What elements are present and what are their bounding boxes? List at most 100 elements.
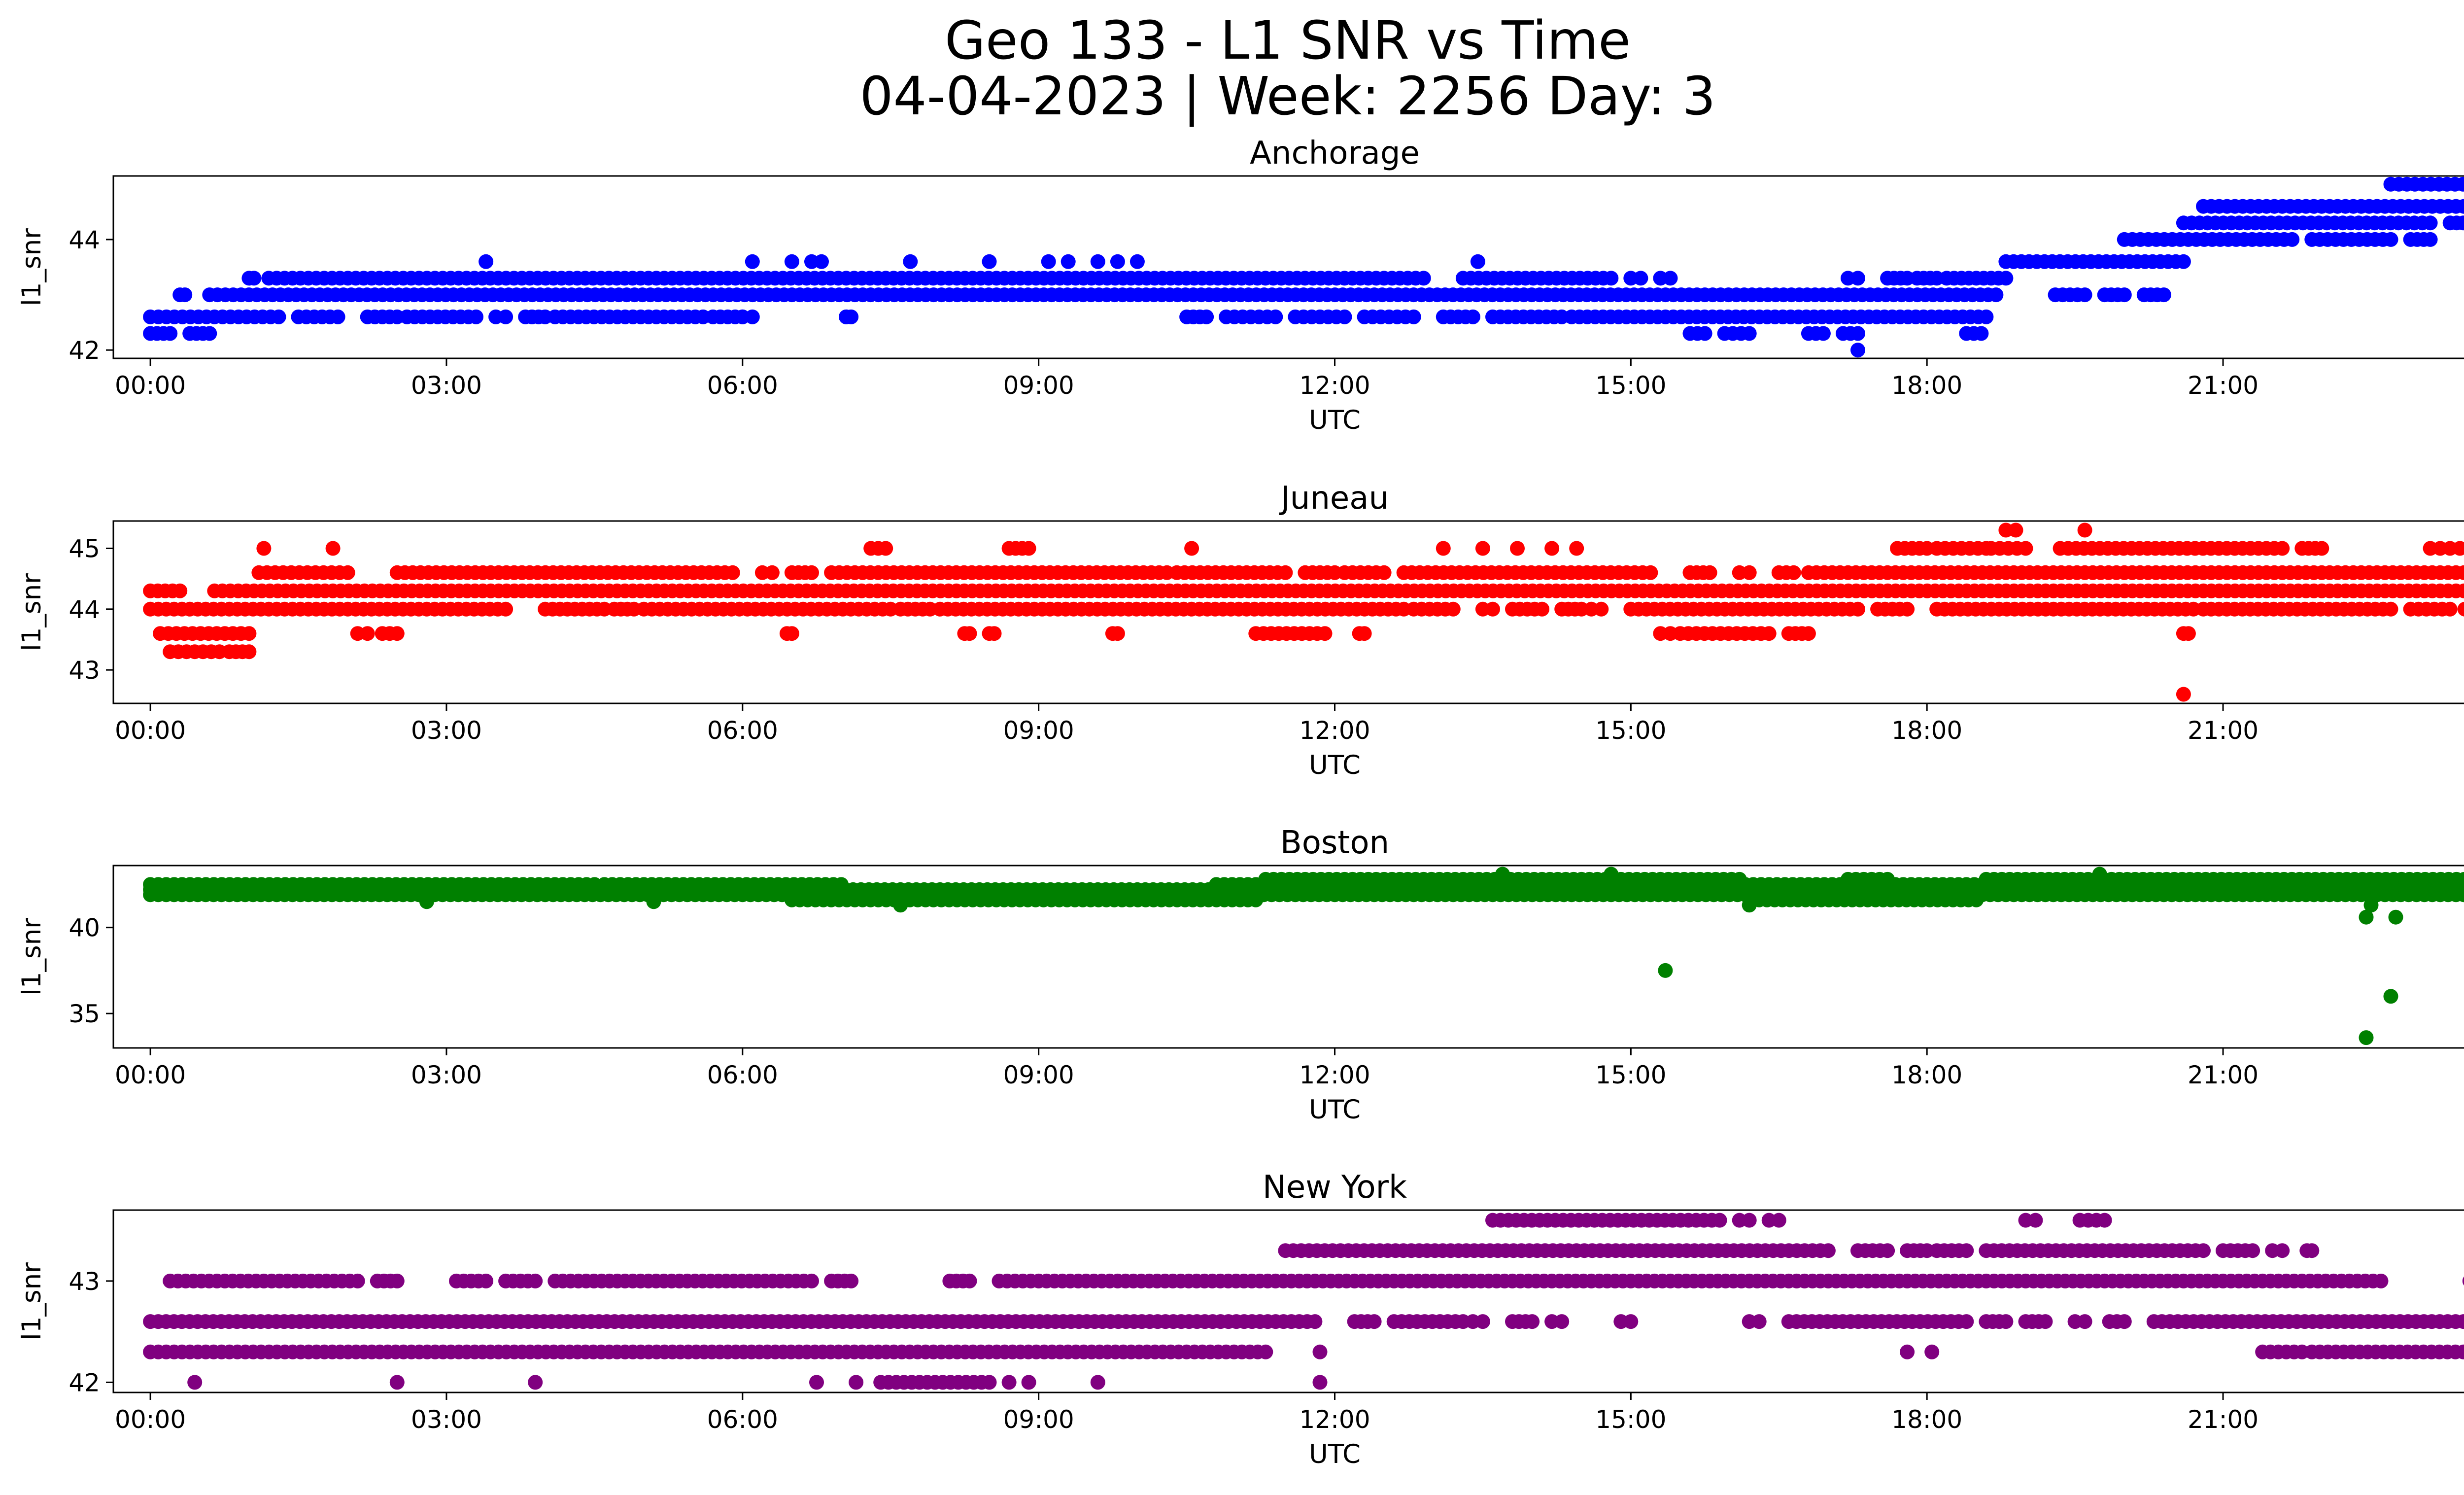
data-point (1742, 1213, 1757, 1228)
data-point (2462, 218, 2464, 228)
data-point (2363, 898, 2379, 913)
y-tick-label: 42 (68, 1368, 100, 1397)
data-point (1594, 601, 1609, 617)
subplot-title-boston: Boston (1280, 825, 1389, 861)
x-tick-label: 15:00 (1595, 371, 1666, 400)
data-point (389, 626, 405, 641)
data-point (1959, 1314, 1974, 1329)
data-point (2456, 215, 2464, 231)
data-point (1278, 565, 1293, 580)
data-point (1850, 601, 1865, 617)
data-point (1357, 626, 1372, 641)
data-point (1367, 1314, 1382, 1329)
data-point (2285, 232, 2300, 247)
data-point (350, 1273, 365, 1288)
data-point (330, 309, 345, 324)
data-point (1900, 1344, 1915, 1359)
data-point (2359, 909, 2374, 925)
data-point (1268, 309, 1283, 324)
data-point (2457, 601, 2464, 617)
data-point (2456, 199, 2464, 214)
x-axis-label-new-york: UTC (1309, 1439, 1361, 1469)
data-point (1544, 541, 1560, 556)
data-point (878, 541, 893, 556)
x-tick-label: 21:00 (2188, 371, 2259, 400)
data-point (1850, 343, 1865, 358)
data-point (360, 626, 375, 641)
data-point (1312, 1375, 1328, 1390)
data-point (1485, 601, 1500, 617)
data-point (2196, 1243, 2211, 1258)
data-point (1258, 1344, 1273, 1359)
data-point (2275, 541, 2290, 556)
data-point (1761, 626, 1777, 641)
data-point (1880, 871, 1895, 887)
data-point (1436, 541, 1451, 556)
data-point (479, 1273, 494, 1288)
data-point (725, 565, 740, 580)
data-point (2456, 1314, 2464, 1329)
data-point (849, 1375, 864, 1390)
x-tick-label: 09:00 (1003, 716, 1074, 745)
data-point (1445, 601, 1461, 617)
data-point (1959, 1243, 1974, 1258)
data-point (2462, 1276, 2464, 1286)
data-point (1312, 1344, 1328, 1359)
panel-juneau: Juneau 00:00 03:00 06:00 09:00 12:00 15:00 18:0… (17, 480, 2464, 780)
data-point (2423, 215, 2438, 231)
x-tick-label: 12:00 (1299, 371, 1370, 400)
series-juneau (143, 522, 2464, 702)
subplot-title-anchorage: Anchorage (1250, 135, 1420, 172)
x-tick-label: 06:00 (707, 1405, 778, 1434)
data-point (2359, 1030, 2374, 1045)
data-point (528, 1273, 543, 1288)
y-tick-label: 44 (68, 595, 100, 624)
x-tick-label: 06:00 (707, 371, 778, 400)
axes-frame-new-york (112, 1209, 2464, 1393)
data-point (1742, 565, 1757, 580)
data-point (2176, 687, 2191, 702)
data-point (903, 254, 918, 269)
x-tick-label: 12:00 (1299, 716, 1370, 745)
y-tick-label: 40 (68, 914, 100, 942)
data-point (784, 626, 799, 641)
x-tick-label: 03:00 (411, 716, 482, 745)
x-tick-label: 15:00 (1595, 1405, 1666, 1434)
data-point (2383, 601, 2398, 617)
data-point (1998, 271, 2014, 286)
data-point (1199, 309, 1214, 324)
data-point (1771, 1213, 1786, 1228)
data-point (1495, 867, 1510, 882)
x-tick-label: 09:00 (1003, 1061, 1074, 1089)
data-point (1712, 1213, 1727, 1228)
data-point (163, 326, 178, 341)
data-point (1924, 1344, 1940, 1359)
data-point (1900, 601, 1915, 617)
data-point (389, 1375, 405, 1390)
data-point (1554, 1314, 1570, 1329)
x-tick-label: 00:00 (115, 716, 186, 745)
subplot-title-juneau: Juneau (1279, 480, 1389, 517)
x-tick-label: 03:00 (411, 371, 482, 400)
data-point (804, 565, 819, 580)
data-point (844, 1273, 859, 1288)
data-point (2314, 541, 2329, 556)
data-point (1604, 271, 1619, 286)
data-point (1001, 1375, 1017, 1390)
x-tick-label: 15:00 (1595, 716, 1666, 745)
data-point (246, 271, 262, 286)
x-tick-label: 12:00 (1299, 1405, 1370, 1434)
data-point (1470, 254, 1485, 269)
x-tick-label: 00:00 (115, 1405, 186, 1434)
data-point (1090, 254, 1105, 269)
data-point (962, 1273, 977, 1288)
data-point (745, 254, 760, 269)
data-point (1988, 287, 2004, 303)
data-point (498, 309, 513, 324)
data-point (784, 254, 799, 269)
data-point (2456, 583, 2464, 598)
panel-new-york: New York 00:00 03:00 06:00 09:00 12:00 15:00 18… (17, 1169, 2464, 1469)
y-tick-label: 42 (68, 336, 100, 365)
x-tick-label: 15:00 (1595, 1061, 1666, 1089)
